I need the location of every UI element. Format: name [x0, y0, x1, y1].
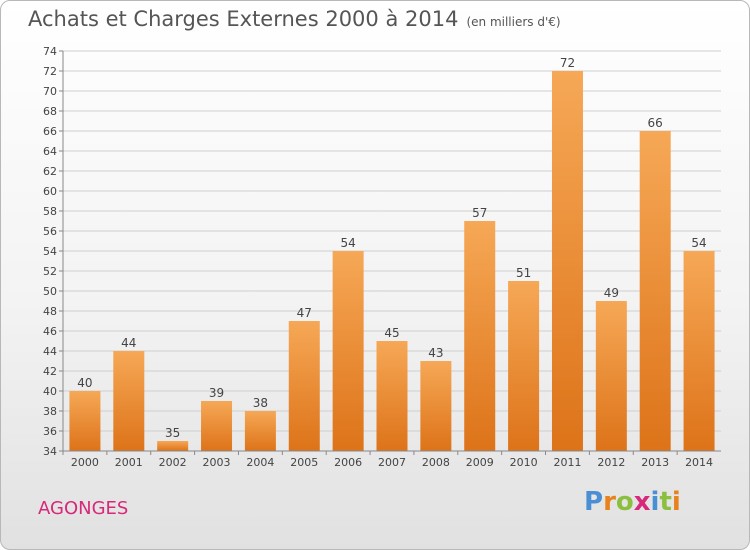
y-tick-label: 36 [43, 425, 57, 438]
data-label: 72 [560, 56, 575, 70]
y-tick-label: 48 [43, 305, 57, 318]
x-tick-label: 2013 [641, 456, 669, 469]
bar [464, 221, 496, 451]
commune-name: AGONGES [38, 498, 129, 519]
bar [595, 301, 627, 451]
chart-title-text: Achats et Charges Externes 2000 à 2014 [28, 7, 459, 31]
x-tick-label: 2011 [553, 456, 581, 469]
x-tick-label: 2010 [510, 456, 538, 469]
y-tick-label: 66 [43, 125, 57, 138]
y-tick-label: 60 [43, 185, 57, 198]
bar [551, 71, 583, 451]
y-tick-label: 44 [43, 345, 57, 358]
data-label: 45 [384, 326, 399, 340]
data-labels: 40 44 35 39 38 47 54 45 43 57 51 72 49 66 54 [77, 56, 706, 440]
data-label: 38 [253, 396, 268, 410]
y-tick-label: 58 [43, 205, 57, 218]
x-tick-label: 2001 [115, 456, 143, 469]
bar [157, 441, 189, 451]
bar [376, 341, 408, 451]
y-tick-label: 50 [43, 285, 57, 298]
y-tick-label: 38 [43, 405, 57, 418]
y-tick-label: 40 [43, 385, 57, 398]
y-tick-label: 54 [43, 245, 57, 258]
logo-letter: o [615, 487, 634, 517]
data-label: 43 [428, 346, 443, 360]
bar [244, 411, 276, 451]
logo-letter: P [584, 487, 604, 517]
bar [683, 251, 715, 451]
data-label: 54 [340, 236, 355, 250]
logo-letter: i [650, 487, 660, 517]
y-tick-label: 62 [43, 165, 57, 178]
data-label: 51 [516, 266, 531, 280]
logo-letter: t [659, 487, 672, 517]
y-tick-label: 64 [43, 145, 57, 158]
x-tick-label: 2005 [290, 456, 318, 469]
y-axis-ticks: 34 36 38 40 42 44 46 48 50 52 54 56 58 60 62 64 66 68 70 72… [43, 45, 63, 458]
data-label: 57 [472, 206, 487, 220]
data-label: 35 [165, 426, 180, 440]
x-axis-ticks: 2000 2001 2002 2003 2004 2005 2006 2007 2008 2009… [62, 451, 713, 469]
logo-letter: x [633, 487, 651, 517]
x-tick-label: 2014 [685, 456, 713, 469]
bar [508, 281, 540, 451]
x-tick-label: 2004 [246, 456, 274, 469]
x-tick-label: 2003 [203, 456, 231, 469]
chart-subtitle: (en milliers d'€) [466, 15, 561, 29]
bar [639, 131, 671, 451]
chart-title: Achats et Charges Externes 2000 à 2014 (e… [28, 7, 561, 31]
bar [69, 391, 101, 451]
bar [113, 351, 145, 451]
data-label: 49 [604, 286, 619, 300]
data-label: 47 [297, 306, 312, 320]
y-tick-label: 46 [43, 325, 57, 338]
data-label: 66 [648, 116, 663, 130]
y-tick-label: 70 [43, 85, 57, 98]
y-tick-label: 72 [43, 65, 57, 78]
y-tick-label: 34 [43, 445, 57, 458]
bars [69, 71, 715, 451]
y-tick-label: 52 [43, 265, 57, 278]
bar [420, 361, 452, 451]
x-tick-label: 2009 [466, 456, 494, 469]
x-tick-label: 2002 [159, 456, 187, 469]
x-tick-label: 2006 [334, 456, 362, 469]
y-tick-label: 74 [43, 45, 57, 58]
data-label: 39 [209, 386, 224, 400]
x-tick-label: 2000 [71, 456, 99, 469]
data-label: 40 [77, 376, 92, 390]
data-label: 44 [121, 336, 136, 350]
y-tick-label: 56 [43, 225, 57, 238]
x-tick-label: 2007 [378, 456, 406, 469]
data-label: 54 [691, 236, 706, 250]
logo-letter: r [603, 487, 616, 517]
bar [288, 321, 320, 451]
bar [201, 401, 233, 451]
x-tick-label: 2012 [597, 456, 625, 469]
bar [332, 251, 364, 451]
proxiti-logo: Proxiti [584, 487, 681, 517]
x-tick-label: 2008 [422, 456, 450, 469]
y-tick-label: 68 [43, 105, 57, 118]
y-tick-label: 42 [43, 365, 57, 378]
logo-letter: i [671, 487, 681, 517]
